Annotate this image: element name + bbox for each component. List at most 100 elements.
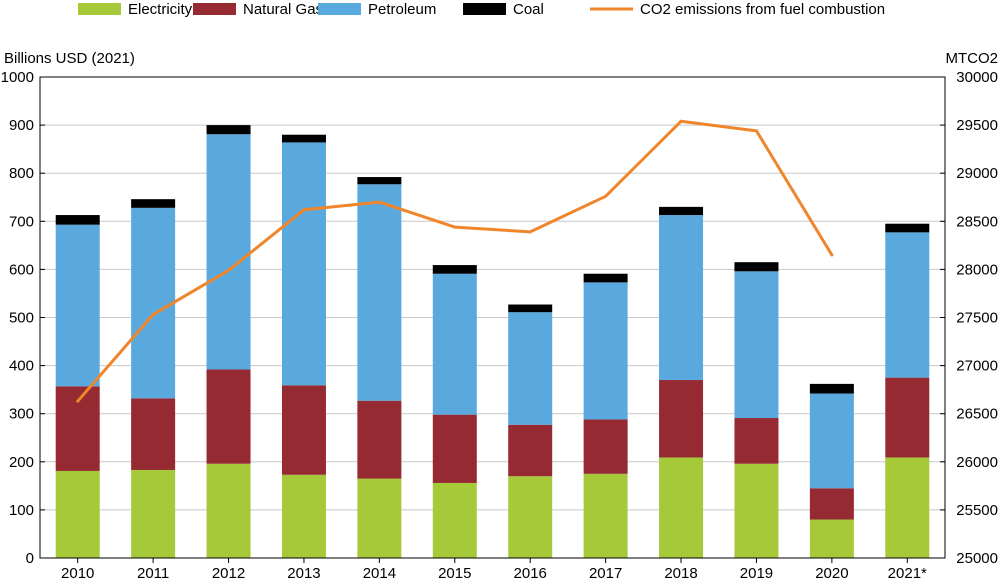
legend-label-petroleum: Petroleum — [368, 1, 436, 18]
bar-coal-2018 — [659, 206, 704, 216]
bar-electricity-2010 — [55, 470, 100, 558]
bar-electricity-2019 — [734, 463, 779, 558]
bar-coal-2020 — [809, 383, 854, 394]
x-tick-label-2013: 2013 — [287, 565, 320, 580]
bar-petroleum-2015 — [432, 273, 477, 415]
right-tick-label: 29000 — [956, 165, 998, 182]
left-tick-label: 600 — [9, 261, 34, 278]
x-tick-label-2011: 2011 — [137, 565, 169, 580]
bar-natural-gas-2011 — [131, 398, 176, 470]
x-axis-ticks: 2010 2011 2012 2013 2014 2015 2016 2017 2018 2019… — [61, 558, 927, 582]
left-tick-label: 700 — [9, 213, 34, 230]
bar-petroleum-2017 — [583, 282, 628, 420]
line-point-co2-2018 — [679, 119, 683, 123]
line-point-co2-2015 — [453, 225, 457, 229]
bar-petroleum-2020 — [809, 393, 854, 489]
bar-petroleum-2012 — [206, 134, 251, 370]
line-point-co2-2016 — [528, 230, 532, 234]
line-point-co2-2017 — [604, 194, 608, 198]
left-axis-ticks: 0 100 200 300 400 500 600 700 800 900 1000 — [1, 69, 45, 567]
left-tick-label: 400 — [9, 358, 34, 375]
left-tick-label: 800 — [9, 165, 34, 182]
legend-label-electricity: Electricity — [128, 1, 193, 18]
bar-natural-gas-2014 — [357, 400, 402, 479]
right-tick-label: 26000 — [956, 454, 998, 471]
y-axis-title-left: Billions USD (2021) — [4, 50, 135, 67]
x-tick-label-2010: 2010 — [61, 565, 94, 580]
legend-label-coal: Coal — [513, 1, 544, 18]
left-tick-label: 500 — [9, 310, 34, 327]
bar-natural-gas-2019 — [734, 418, 779, 464]
x-tick-label-2018: 2018 — [664, 565, 697, 580]
bar-coal-2015 — [432, 265, 477, 274]
left-tick-label: 1000 — [1, 69, 34, 86]
bar-electricity-2016 — [508, 476, 553, 558]
left-tick-label: 900 — [9, 117, 34, 134]
legend-swatch-natural-gas — [193, 3, 236, 15]
bar-petroleum-2018 — [659, 215, 704, 381]
bar-electricity-2020 — [809, 519, 854, 558]
bar-natural-gas-2018 — [659, 380, 704, 458]
bar-natural-gas-2021 — [885, 377, 930, 458]
bar-coal-2010 — [55, 215, 100, 225]
x-tick-label-2021: 2021* — [888, 565, 927, 580]
legend-label-natural-gas: Natural Gas — [243, 1, 323, 18]
bar-electricity-2021 — [885, 457, 930, 558]
legend: Electricity Natural Gas Petroleum Coal CO2 e… — [78, 1, 885, 18]
legend-swatch-electricity — [78, 3, 121, 15]
bar-natural-gas-2012 — [206, 369, 251, 464]
right-tick-label: 27000 — [956, 358, 998, 375]
legend-swatch-coal — [463, 3, 506, 15]
left-tick-label: 100 — [9, 502, 34, 519]
bar-coal-2021 — [885, 223, 930, 233]
line-point-co2-2010 — [76, 399, 80, 403]
bars — [55, 125, 930, 558]
line-point-co2-2020 — [830, 253, 834, 257]
bar-petroleum-2021 — [885, 232, 930, 378]
bar-natural-gas-2015 — [432, 414, 477, 483]
x-tick-label-2015: 2015 — [438, 565, 471, 580]
bar-petroleum-2011 — [131, 207, 176, 399]
bar-coal-2011 — [131, 199, 176, 208]
bar-electricity-2015 — [432, 482, 477, 558]
bar-natural-gas-2020 — [809, 488, 854, 520]
x-tick-label-2016: 2016 — [514, 565, 547, 580]
line-point-co2-2013 — [302, 208, 306, 212]
bar-electricity-2013 — [281, 474, 326, 558]
right-tick-label: 30000 — [956, 69, 998, 86]
bar-electricity-2018 — [659, 457, 704, 558]
x-tick-label-2014: 2014 — [363, 565, 396, 580]
bar-coal-2014 — [357, 177, 402, 185]
line-point-co2-2014 — [377, 200, 381, 204]
bar-petroleum-2016 — [508, 312, 553, 425]
left-tick-label: 300 — [9, 406, 34, 423]
line-point-co2-2011 — [151, 313, 155, 317]
y-axis-title-right: MTCO2 — [946, 50, 999, 67]
x-tick-label-2019: 2019 — [740, 565, 773, 580]
left-tick-label: 200 — [9, 454, 34, 471]
left-tick-label: 0 — [26, 550, 34, 567]
right-tick-label: 26500 — [956, 406, 998, 423]
bar-coal-2019 — [734, 262, 779, 272]
right-tick-label: 29500 — [956, 117, 998, 134]
bar-coal-2013 — [281, 134, 326, 143]
right-tick-label: 27500 — [956, 310, 998, 327]
legend-label-co2-emissions-from-fuel-combustion: CO2 emissions from fuel combustion — [640, 1, 885, 18]
bar-coal-2012 — [206, 125, 251, 135]
right-tick-label: 25000 — [956, 550, 998, 567]
right-tick-label: 28500 — [956, 213, 998, 230]
bar-electricity-2017 — [583, 473, 628, 558]
bar-electricity-2012 — [206, 463, 251, 558]
right-tick-label: 28000 — [956, 261, 998, 278]
bar-natural-gas-2013 — [281, 385, 326, 475]
gridlines — [40, 76, 945, 559]
bar-petroleum-2014 — [357, 184, 402, 401]
line-point-co2-2012 — [227, 268, 231, 272]
bar-electricity-2014 — [357, 478, 402, 558]
x-tick-label-2012: 2012 — [212, 565, 245, 580]
bar-natural-gas-2016 — [508, 424, 553, 477]
bar-coal-2017 — [583, 273, 628, 283]
bar-petroleum-2019 — [734, 271, 779, 419]
